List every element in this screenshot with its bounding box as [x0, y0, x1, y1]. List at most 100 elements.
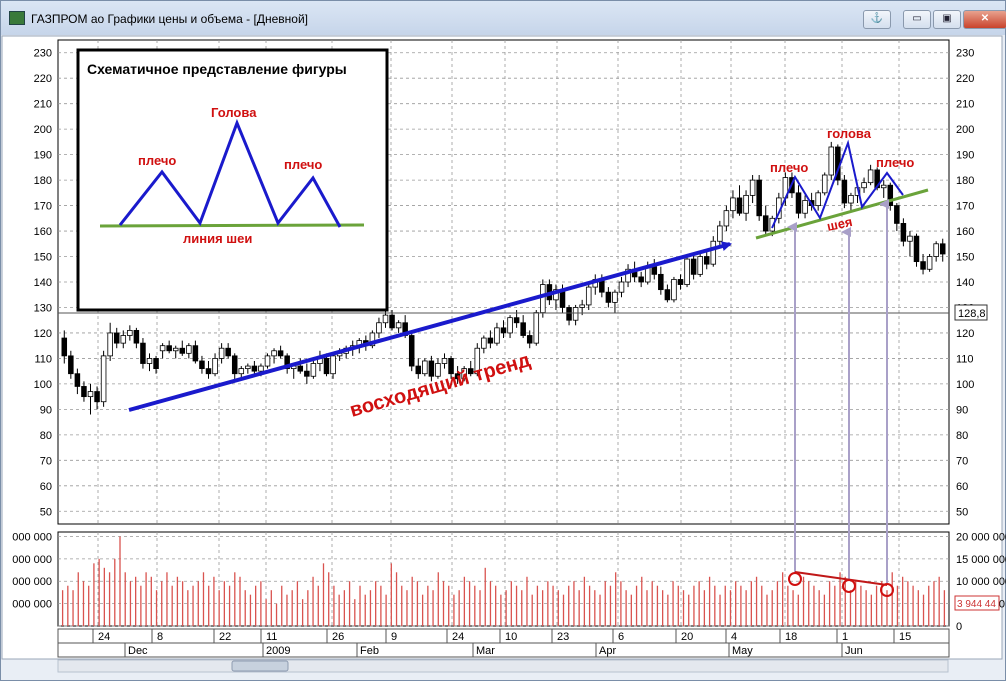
price-tick-right: 190 — [956, 150, 974, 162]
day-tick: 23 — [557, 631, 569, 643]
price-tick-left: 50 — [40, 506, 52, 518]
candle-body — [107, 332, 113, 357]
day-tick: 18 — [785, 631, 797, 643]
price-tick-left: 160 — [34, 226, 52, 238]
volume-trend-line — [794, 571, 888, 586]
inset-neckline — [99, 223, 365, 228]
price-tick-left: 70 — [40, 455, 52, 467]
month-tick: 2009 — [266, 645, 290, 657]
candle-body — [697, 256, 703, 275]
candle-body — [264, 355, 271, 367]
candle-body — [894, 205, 900, 224]
candle-body — [651, 266, 658, 275]
candle-body — [153, 358, 159, 370]
price-tick-left: 90 — [40, 404, 52, 416]
candle-body — [225, 347, 231, 357]
candle-body — [159, 345, 166, 352]
price-tick-left: 210 — [34, 99, 52, 111]
left-shoulder-label: плечо — [770, 160, 808, 175]
window-title: ГАЗПРОМ ао Графики цены и объема - [Днев… — [31, 12, 308, 26]
inset-left-shoulder-label: плечо — [138, 153, 176, 168]
price-tick-left: 80 — [40, 430, 52, 442]
candle-body — [461, 368, 467, 380]
candle-body — [566, 307, 572, 321]
candle-body — [533, 312, 540, 344]
volume-tick-right: 15 000 000 — [956, 554, 1006, 566]
candle-body — [382, 314, 389, 324]
candle-body — [848, 194, 854, 204]
day-tick: 4 — [731, 631, 737, 643]
day-tick: 11 — [266, 631, 277, 643]
candle-body — [703, 256, 710, 265]
volume-tick-right: 0 — [956, 621, 962, 633]
candle-body — [658, 273, 664, 291]
close-button[interactable]: ✕ — [963, 10, 1006, 29]
price-tick-right: 120 — [956, 328, 974, 340]
candle-body — [454, 373, 461, 380]
scrollbar-thumb[interactable] — [231, 660, 289, 672]
last-price-label: 128,8 — [958, 308, 986, 320]
candle-body — [900, 223, 907, 242]
candle-body — [304, 370, 310, 377]
price-tick-right: 200 — [956, 124, 974, 136]
candle-body — [61, 337, 68, 357]
candle-body — [428, 360, 435, 377]
day-tick: 24 — [452, 631, 464, 643]
month-tick: Mar — [476, 645, 495, 657]
time-axis: 24 8 22 11 26 9 24 10 23 6 20 4 18 1 15 Dec 2009 Feb Mar Ap… — [57, 628, 950, 658]
price-tick-right: 220 — [956, 73, 974, 85]
day-tick: 8 — [157, 631, 163, 643]
candle-body — [166, 345, 172, 352]
candle-body — [736, 197, 743, 214]
minimize-button[interactable]: ▭ — [903, 10, 931, 29]
candle-body — [186, 345, 192, 354]
price-tick-right: 90 — [956, 404, 968, 416]
right-shoulder-label: плечо — [876, 155, 914, 170]
candle-body — [513, 317, 520, 324]
candle-body — [251, 365, 258, 372]
candle-body — [68, 355, 74, 375]
candle-body — [618, 281, 625, 293]
volume-bars — [61, 536, 946, 626]
candle-body — [231, 355, 238, 375]
candle-body — [756, 179, 762, 217]
price-tick-right: 230 — [956, 48, 974, 60]
trend-arrow — [128, 241, 732, 412]
price-tick-left: 190 — [34, 150, 52, 162]
price-tick-right: 150 — [956, 252, 974, 264]
candle-body — [500, 327, 507, 334]
candle-body — [880, 184, 887, 189]
restore-button[interactable]: ▣ — [933, 10, 961, 29]
candle-body — [815, 192, 821, 206]
price-tick-right: 210 — [956, 99, 974, 111]
candle-body — [369, 332, 376, 347]
day-tick: 10 — [505, 631, 517, 643]
neckline — [755, 188, 929, 240]
candle-body — [389, 314, 395, 329]
candle-body — [395, 322, 402, 329]
candle-body — [199, 360, 205, 370]
last-volume-label: 3 944 44 — [957, 599, 996, 610]
price-tick-right: 50 — [956, 506, 968, 518]
candle-body — [81, 386, 87, 398]
price-tick-left: 150 — [34, 252, 52, 264]
last-volume-box — [954, 595, 1000, 611]
day-tick: 26 — [332, 631, 344, 643]
candle-body — [258, 365, 264, 372]
candle-body — [795, 192, 802, 214]
candle-body — [939, 243, 946, 255]
last-price-box — [954, 304, 988, 321]
candle-body — [821, 174, 828, 194]
candle-body — [579, 304, 585, 308]
inset-title: Схематичное представление фигуры — [87, 61, 347, 77]
month-tick: May — [732, 645, 753, 657]
anchor-button[interactable]: ⚓ — [863, 10, 891, 29]
price-tick-right: 180 — [956, 175, 974, 187]
schematic-inset — [76, 48, 389, 312]
candle-body — [677, 279, 684, 285]
horizontal-scrollbar[interactable] — [57, 659, 949, 673]
candle-body — [507, 317, 513, 334]
candle-body — [448, 358, 454, 375]
candle-body — [140, 342, 146, 364]
price-tick-right: 170 — [956, 201, 974, 213]
